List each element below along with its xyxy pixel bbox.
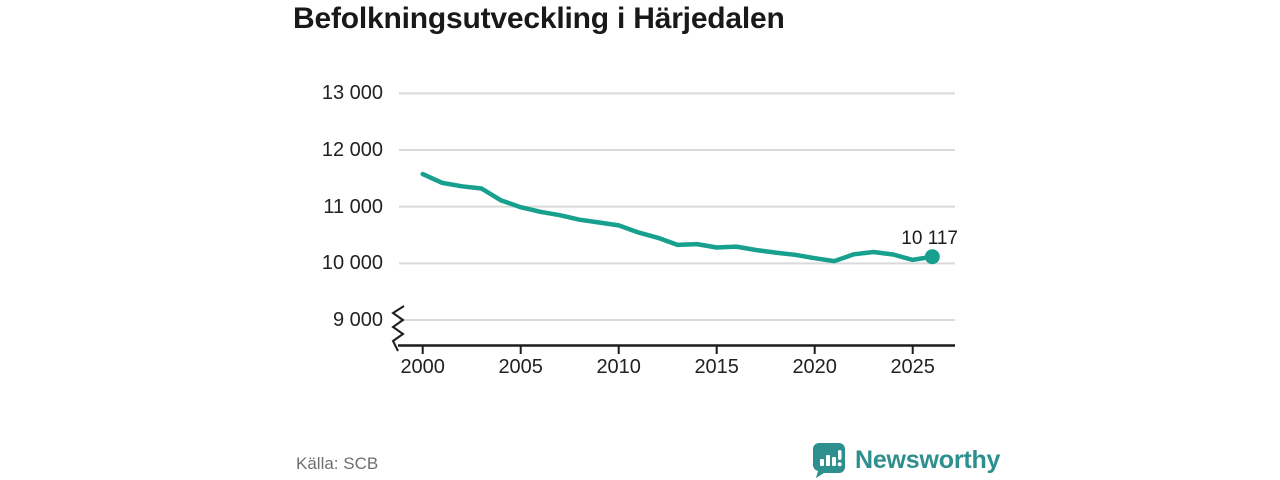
bar-chart-glyph <box>820 450 842 467</box>
x-axis-label: 2015 <box>694 356 739 378</box>
newsworthy-speech-bubble-icon <box>812 443 845 478</box>
x-axis-label: 2000 <box>400 356 445 378</box>
newsworthy-wordmark: Newsworthy <box>855 446 1001 474</box>
y-axis-label: 9 000 <box>332 309 383 331</box>
source-caption: Källa: SCB <box>296 454 379 473</box>
x-axis-label: 2010 <box>596 356 641 378</box>
population-series-line <box>420 171 935 264</box>
x-axis-label: 2025 <box>890 356 935 378</box>
chart-title: Befolkningsutveckling i Härjedalen <box>293 2 785 35</box>
x-axis-label: 2005 <box>498 356 543 378</box>
endpoint-dot <box>924 249 940 265</box>
last-value-label: 10 117 <box>901 228 958 249</box>
y-axis-label: 10 000 <box>321 252 383 275</box>
exclamation-bar <box>838 450 842 460</box>
x-axis-label: 2020 <box>792 356 837 378</box>
exclamation-dot <box>837 462 842 467</box>
y-axis-label: 13 000 <box>321 82 383 105</box>
y-axis-label: 12 000 <box>321 138 383 161</box>
y-axis-label: 11 000 <box>323 195 383 218</box>
y-axis-break-icon <box>391 305 405 352</box>
newsworthy-logo: Newsworthy <box>812 442 1000 478</box>
